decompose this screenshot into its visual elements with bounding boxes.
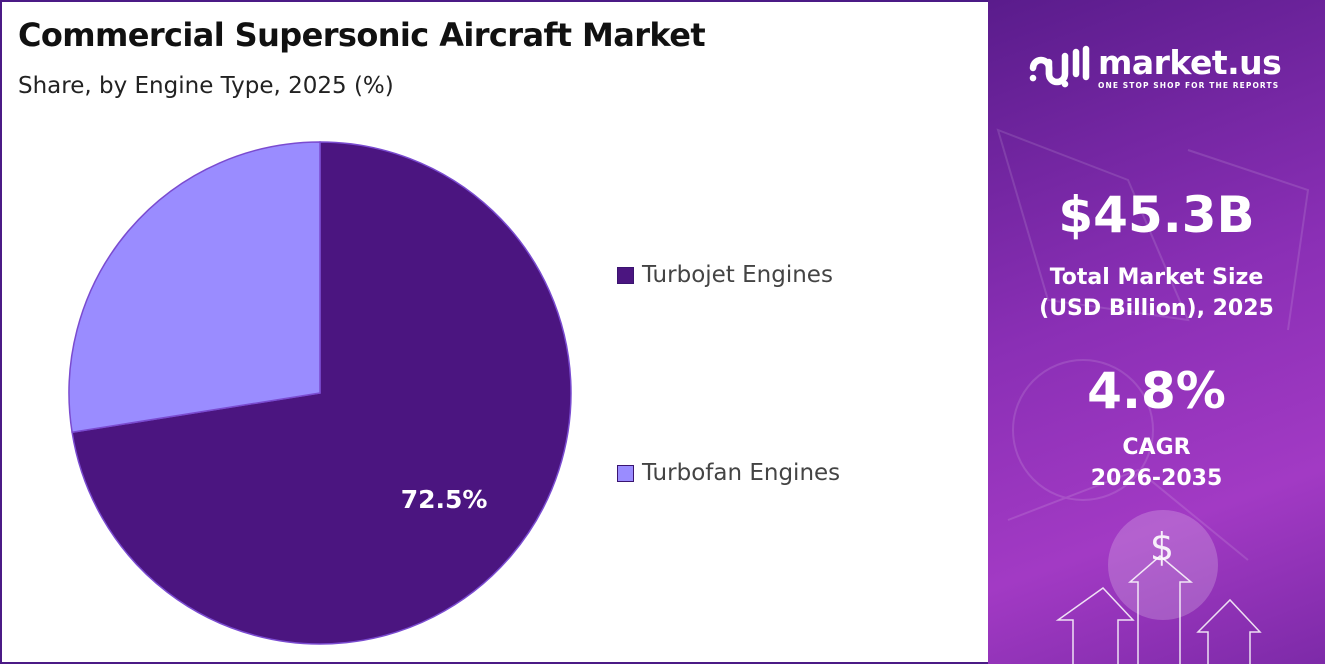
panel-decoration: $ [996, 128, 1310, 664]
legend-swatch-turbofan [617, 464, 634, 482]
market-size-label: Total Market Size (USD Billion), 2025 [988, 262, 1325, 324]
pie-data-label: 72.5% [401, 485, 488, 514]
legend-label-turbojet: Turbojet Engines [642, 262, 833, 288]
cagr-label-line1: CAGR [1122, 435, 1191, 460]
legend-swatch-turbojet [617, 266, 634, 284]
cagr-label: CAGR 2026-2035 [988, 432, 1325, 494]
arrow-up-icon [1055, 555, 1262, 664]
legend-item-turbojet: Turbojet Engines [617, 262, 833, 288]
cagr-label-line2: 2026-2035 [1090, 466, 1223, 491]
chart-title: Commercial Supersonic Aircraft Market [18, 16, 706, 54]
market-summary-panel: $ market.us ONE STOP SHOP FOR THE REPORT… [988, 0, 1325, 664]
market-us-logo-icon [1029, 45, 1090, 88]
market-size-label-line1: Total Market Size [1049, 265, 1264, 290]
legend-item-turbofan: Turbofan Engines [617, 460, 840, 486]
brand: market.us ONE STOP SHOP FOR THE REPORTS [1028, 43, 1282, 92]
market-size-value: $45.3B [1058, 186, 1255, 244]
market-size-label-line2: (USD Billion), 2025 [1039, 296, 1274, 321]
brand-tagline: ONE STOP SHOP FOR THE REPORTS [1098, 81, 1280, 90]
legend-label-turbofan: Turbofan Engines [642, 460, 841, 486]
chart-subtitle: Share, by Engine Type, 2025 (%) [18, 73, 394, 99]
pie-slice-turbofan-engines [68, 141, 321, 434]
cagr-value: 4.8% [1087, 362, 1226, 420]
pie-slice-turbojet-engines [71, 141, 572, 645]
brand-name: market.us [1098, 43, 1282, 82]
pie-chart: 72.5% [68, 141, 572, 645]
dollar-icon: $ [1150, 525, 1174, 569]
